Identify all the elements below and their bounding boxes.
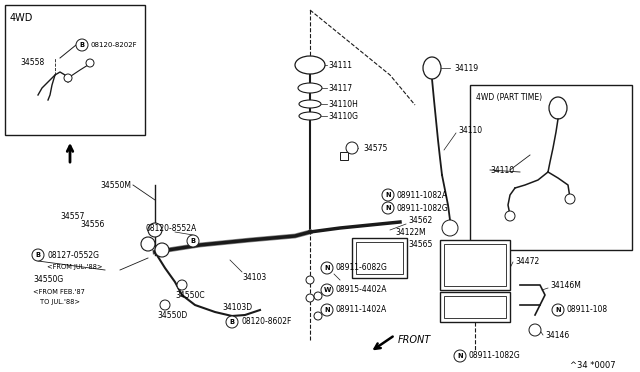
Text: 34146M: 34146M xyxy=(550,280,581,289)
Ellipse shape xyxy=(299,112,321,120)
Bar xyxy=(356,242,403,274)
Text: N: N xyxy=(555,307,561,313)
Text: 34556: 34556 xyxy=(80,219,104,228)
Bar xyxy=(444,296,506,318)
Circle shape xyxy=(306,276,314,284)
Circle shape xyxy=(321,284,333,296)
Circle shape xyxy=(155,243,169,257)
Text: 34562: 34562 xyxy=(408,215,432,224)
Ellipse shape xyxy=(423,57,441,79)
Text: B: B xyxy=(35,252,40,258)
Text: 34111: 34111 xyxy=(328,61,352,70)
Ellipse shape xyxy=(298,83,322,93)
Bar xyxy=(440,292,510,322)
Text: 34146: 34146 xyxy=(545,330,569,340)
Text: W: W xyxy=(323,287,331,293)
Circle shape xyxy=(86,59,94,67)
Text: 08911-108: 08911-108 xyxy=(567,305,608,314)
Circle shape xyxy=(382,202,394,214)
Text: 34550C: 34550C xyxy=(175,292,205,301)
Bar xyxy=(352,238,407,278)
Text: 34550G: 34550G xyxy=(33,276,63,285)
Text: 34110H: 34110H xyxy=(328,99,358,109)
Text: N: N xyxy=(324,265,330,271)
Bar xyxy=(5,5,145,135)
Text: 34558: 34558 xyxy=(20,58,44,67)
Text: 08120-8602F: 08120-8602F xyxy=(241,317,291,327)
Text: 08911-1082G: 08911-1082G xyxy=(469,352,521,360)
Circle shape xyxy=(64,74,72,82)
Bar xyxy=(470,85,632,250)
Circle shape xyxy=(321,304,333,316)
Text: 34103: 34103 xyxy=(242,273,266,282)
Text: 34110: 34110 xyxy=(490,166,514,174)
Circle shape xyxy=(314,292,322,300)
Circle shape xyxy=(454,350,466,362)
Text: <FROM FEB.'87: <FROM FEB.'87 xyxy=(33,289,85,295)
Text: 34550M: 34550M xyxy=(100,180,131,189)
Text: B: B xyxy=(191,238,195,244)
Text: 34575: 34575 xyxy=(363,144,387,153)
Circle shape xyxy=(565,194,575,204)
Circle shape xyxy=(306,294,314,302)
Text: 4WD: 4WD xyxy=(10,13,33,23)
Text: FRONT: FRONT xyxy=(398,335,431,345)
Circle shape xyxy=(141,237,155,251)
Circle shape xyxy=(442,220,458,236)
Text: 08911-6082G: 08911-6082G xyxy=(336,263,388,273)
Circle shape xyxy=(552,304,564,316)
Text: 34117: 34117 xyxy=(328,83,352,93)
Bar xyxy=(440,240,510,290)
Text: 34557: 34557 xyxy=(60,212,84,221)
Circle shape xyxy=(226,316,238,328)
Ellipse shape xyxy=(299,100,321,108)
Circle shape xyxy=(346,142,358,154)
Circle shape xyxy=(76,39,88,51)
Text: 34110G: 34110G xyxy=(328,112,358,121)
Circle shape xyxy=(160,300,170,310)
Text: 08120-8202F: 08120-8202F xyxy=(90,42,136,48)
Circle shape xyxy=(314,312,322,320)
Text: ^34 *0007: ^34 *0007 xyxy=(570,360,616,369)
Text: 08911-1082A: 08911-1082A xyxy=(397,190,448,199)
Text: N: N xyxy=(324,307,330,313)
Text: 34103D: 34103D xyxy=(222,304,252,312)
Text: 34565: 34565 xyxy=(408,240,433,248)
Text: N: N xyxy=(385,192,391,198)
Circle shape xyxy=(382,189,394,201)
Text: 34119: 34119 xyxy=(454,64,478,73)
Text: 08127-0552G: 08127-0552G xyxy=(47,250,99,260)
Text: N: N xyxy=(385,205,391,211)
Bar xyxy=(340,152,348,160)
Bar xyxy=(444,244,506,286)
Text: 08911-1402A: 08911-1402A xyxy=(336,305,387,314)
Circle shape xyxy=(529,324,541,336)
Text: 34110: 34110 xyxy=(458,125,482,135)
Text: TO JUL.'88>: TO JUL.'88> xyxy=(40,299,80,305)
Text: B: B xyxy=(79,42,84,48)
Circle shape xyxy=(32,249,44,261)
Circle shape xyxy=(505,211,515,221)
Text: 08911-1082G: 08911-1082G xyxy=(397,203,449,212)
Text: 4WD (PART TIME): 4WD (PART TIME) xyxy=(476,93,542,102)
Circle shape xyxy=(177,280,187,290)
Text: B: B xyxy=(230,319,234,325)
Circle shape xyxy=(148,223,162,237)
Text: 08120-8552A: 08120-8552A xyxy=(145,224,196,232)
Text: 08915-4402A: 08915-4402A xyxy=(336,285,387,295)
Circle shape xyxy=(321,262,333,274)
Text: 34472: 34472 xyxy=(515,257,540,266)
Text: N: N xyxy=(457,353,463,359)
Text: 34122M: 34122M xyxy=(395,228,426,237)
Circle shape xyxy=(187,235,199,247)
Text: 34550D: 34550D xyxy=(157,311,188,321)
Text: <FROM JUL.'88>: <FROM JUL.'88> xyxy=(47,264,102,270)
Ellipse shape xyxy=(295,56,325,74)
